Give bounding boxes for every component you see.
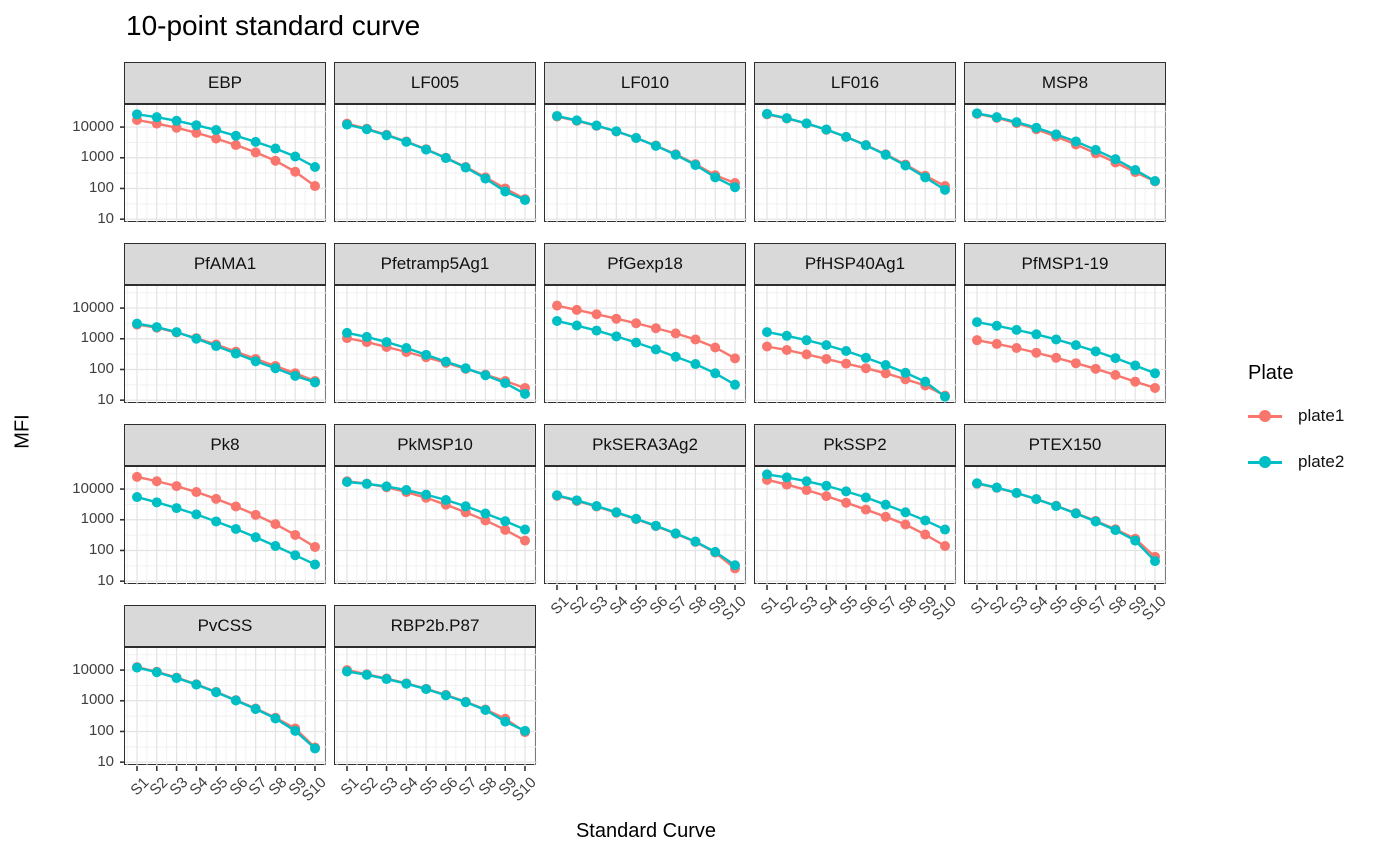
series-plate2-LF016 bbox=[762, 108, 950, 195]
legend-title: Plate bbox=[1248, 362, 1294, 384]
facet-strip-PfHSP40Ag1: PfHSP40Ag1 bbox=[754, 243, 956, 285]
facet-strip-PTEX150: PTEX150 bbox=[964, 424, 1166, 466]
y-tick-label: 1000 bbox=[80, 329, 114, 347]
facet-strip-PvCSS: PvCSS bbox=[124, 605, 326, 647]
facet-strip-PfMSP1-19: PfMSP1-19 bbox=[964, 243, 1166, 285]
facet-strip-LF010: LF010 bbox=[544, 62, 746, 104]
facet-strip-EBP: EBP bbox=[124, 62, 326, 104]
plate1-key-dot bbox=[1259, 410, 1271, 422]
facet-panel-PTEX150 bbox=[964, 466, 1167, 590]
series-plate2-RBP2b.P87 bbox=[342, 666, 530, 736]
legend-label-plate2: plate2 bbox=[1298, 452, 1345, 471]
legend-entry-plate1: plate1 bbox=[1248, 403, 1344, 429]
series-plate2-PkMSP10 bbox=[342, 476, 530, 535]
chart-title: 10-point standard curve bbox=[126, 10, 421, 41]
facet-panel-Pfetramp5Ag1 bbox=[334, 285, 537, 404]
y-tick-label: 10000 bbox=[72, 479, 114, 497]
y-axis-title: MFI bbox=[11, 414, 34, 449]
facet-panel-PfHSP40Ag1 bbox=[754, 285, 957, 404]
plate1-key-icon bbox=[1248, 403, 1282, 429]
facet-panel-Pk8 bbox=[120, 466, 327, 585]
facet-panel-PfAMA1 bbox=[120, 285, 327, 404]
y-tick-label: 100 bbox=[88, 359, 114, 377]
y-tick-label: 10 bbox=[97, 752, 114, 770]
legend-entry-plate2: plate2 bbox=[1248, 449, 1344, 475]
facet-panel-PvCSS bbox=[120, 647, 327, 771]
y-tick-label: 1000 bbox=[80, 148, 114, 166]
legend: Plate plate1 plate2 bbox=[1248, 362, 1344, 495]
legend-label-plate1: plate1 bbox=[1298, 406, 1345, 425]
series-plate1-Pk8 bbox=[132, 471, 320, 552]
series-plate2-PfHSP40Ag1 bbox=[762, 327, 950, 402]
y-tick-label: 10000 bbox=[72, 660, 114, 678]
facet-panel-MSP8 bbox=[964, 104, 1167, 223]
y-tick-label: 10000 bbox=[72, 298, 114, 316]
series-plate2-PfGexp18 bbox=[552, 315, 740, 390]
facet-panel-LF016 bbox=[754, 104, 957, 223]
facet-strip-LF016: LF016 bbox=[754, 62, 956, 104]
series-plate2-PvCSS bbox=[132, 662, 320, 754]
plate2-key-icon bbox=[1248, 449, 1282, 475]
series-plate1-PfGexp18 bbox=[552, 300, 740, 364]
y-tick-label: 100 bbox=[88, 540, 114, 558]
series-plate2-PTEX150 bbox=[972, 478, 1160, 567]
facet-panel-PkSERA3Ag2 bbox=[544, 466, 747, 590]
series-plate2-EBP bbox=[132, 109, 320, 173]
y-tick-label: 10 bbox=[97, 571, 114, 589]
series-plate2-PkSERA3Ag2 bbox=[552, 490, 740, 571]
y-tick-label: 100 bbox=[88, 178, 114, 196]
y-tick-label: 10000 bbox=[72, 117, 114, 135]
facet-panel-PkSSP2 bbox=[754, 466, 957, 590]
facet-panel-LF010 bbox=[544, 104, 747, 223]
facet-panel-EBP bbox=[120, 104, 327, 223]
facet-panel-LF005 bbox=[334, 104, 537, 223]
series-plate2-PkSSP2 bbox=[762, 469, 950, 535]
facet-strip-MSP8: MSP8 bbox=[964, 62, 1166, 104]
y-tick-label: 1000 bbox=[80, 691, 114, 709]
series-plate1-PkSSP2 bbox=[762, 474, 950, 551]
series-plate2-Pk8 bbox=[132, 492, 320, 570]
facet-strip-PfGexp18: PfGexp18 bbox=[544, 243, 746, 285]
facet-strip-Pk8: Pk8 bbox=[124, 424, 326, 466]
series-plate1-PfMSP1-19 bbox=[972, 335, 1160, 393]
facet-strip-PkSSP2: PkSSP2 bbox=[754, 424, 956, 466]
facet-strip-Pfetramp5Ag1: Pfetramp5Ag1 bbox=[334, 243, 536, 285]
facet-panel-PfMSP1-19 bbox=[964, 285, 1167, 404]
facet-panel-RBP2b.P87 bbox=[334, 647, 537, 771]
y-tick-label: 10 bbox=[97, 390, 114, 408]
y-tick-label: 10 bbox=[97, 209, 114, 227]
facet-strip-PkSERA3Ag2: PkSERA3Ag2 bbox=[544, 424, 746, 466]
facet-strip-LF005: LF005 bbox=[334, 62, 536, 104]
facet-strip-RBP2b.P87: RBP2b.P87 bbox=[334, 605, 536, 647]
series-plate2-MSP8 bbox=[972, 108, 1160, 187]
facet-strip-PfAMA1: PfAMA1 bbox=[124, 243, 326, 285]
y-tick-label: 100 bbox=[88, 721, 114, 739]
plate2-key-dot bbox=[1259, 456, 1271, 468]
facet-panel-PfGexp18 bbox=[544, 285, 747, 404]
x-axis-title: Standard Curve bbox=[575, 820, 717, 842]
facet-panel-PkMSP10 bbox=[334, 466, 537, 585]
series-plate2-Pfetramp5Ag1 bbox=[342, 327, 530, 399]
series-plate2-PfAMA1 bbox=[132, 318, 320, 388]
facet-strip-PkMSP10: PkMSP10 bbox=[334, 424, 536, 466]
series-plate2-LF010 bbox=[552, 110, 740, 193]
series-plate2-PfMSP1-19 bbox=[972, 317, 1160, 379]
series-plate2-LF005 bbox=[342, 119, 530, 206]
y-tick-label: 1000 bbox=[80, 510, 114, 528]
